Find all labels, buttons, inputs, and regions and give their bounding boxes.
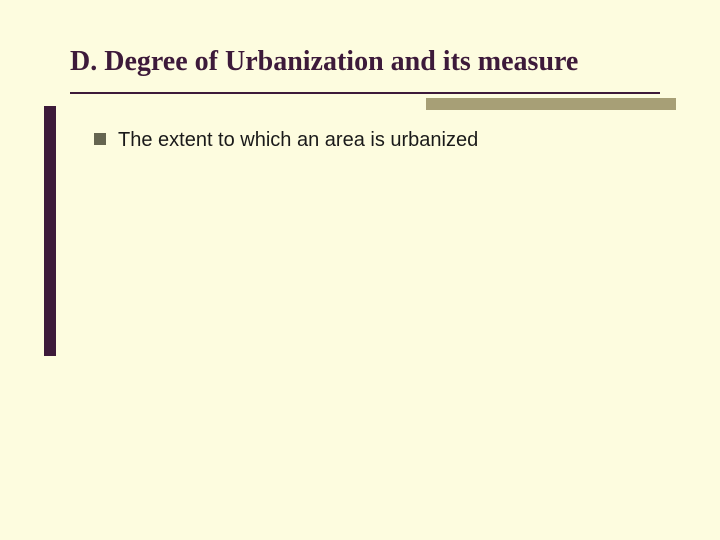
left-accent-bar [44,106,56,356]
title-wrap: D. Degree of Urbanization and its measur… [70,44,680,79]
slide: D. Degree of Urbanization and its measur… [0,0,720,540]
bullet-square-icon [94,133,106,145]
title-shadow-accent [426,98,676,110]
bullet-text: The extent to which an area is urbanized [118,128,478,152]
slide-title: D. Degree of Urbanization and its measur… [70,44,680,79]
bullet-item: The extent to which an area is urbanized [94,128,478,152]
title-underline [70,92,660,94]
